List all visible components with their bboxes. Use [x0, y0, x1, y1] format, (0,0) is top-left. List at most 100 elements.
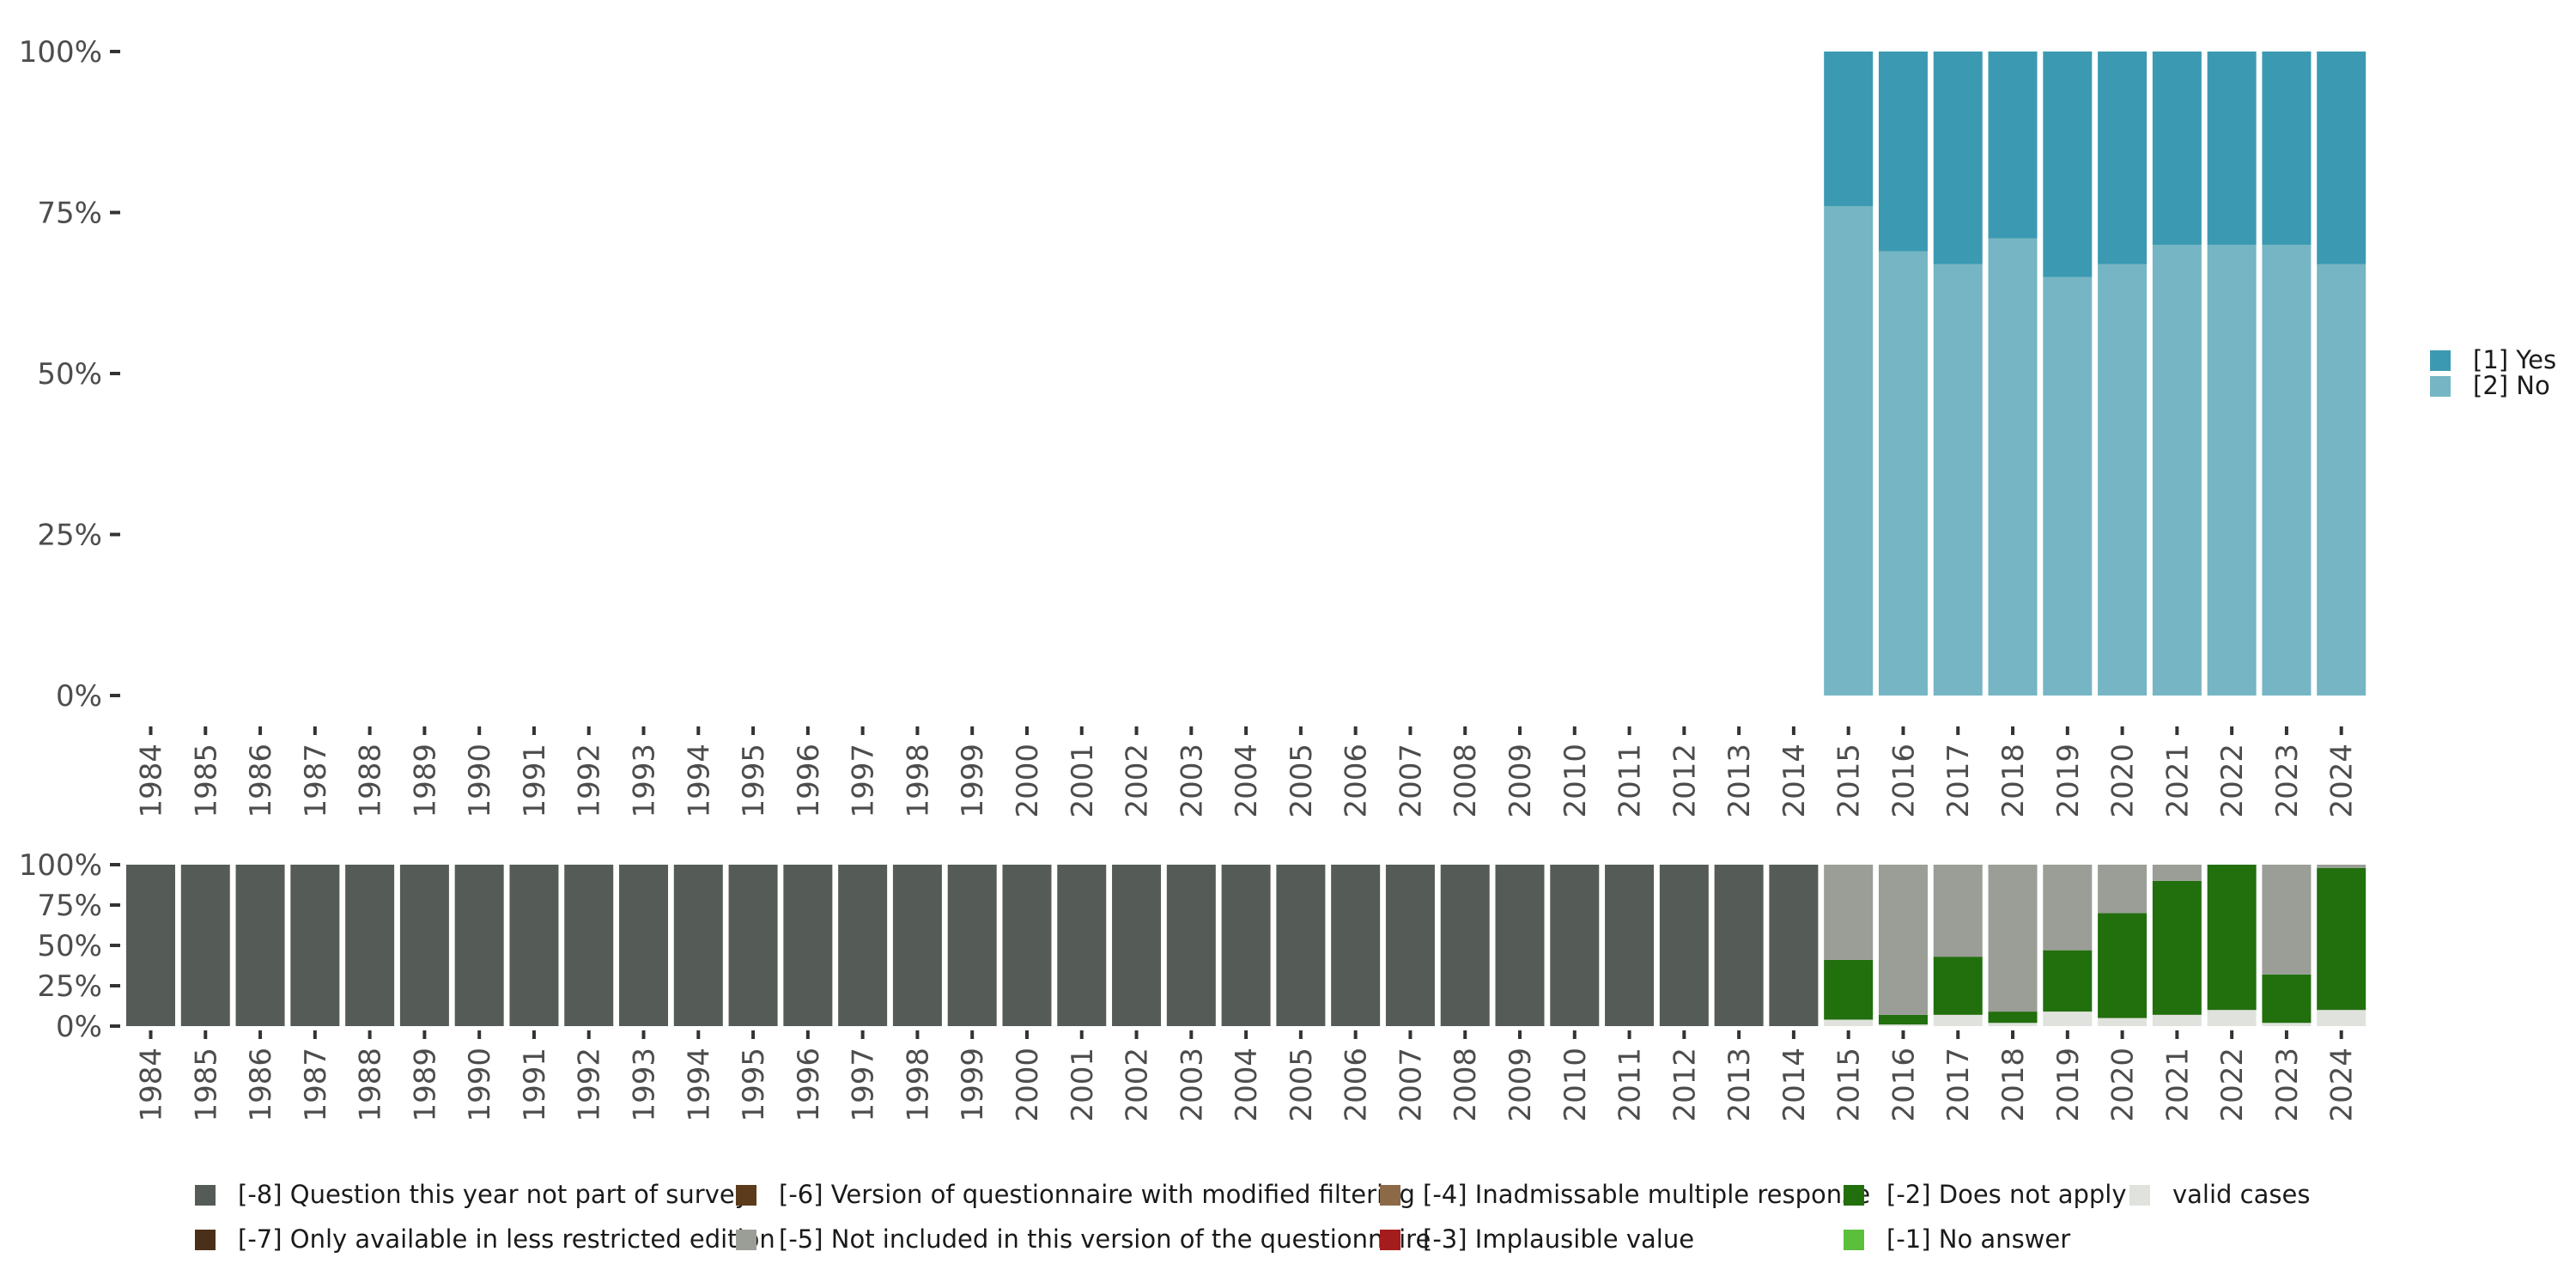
x-tick-label-bottom-1984: 1984 [135, 1048, 169, 1122]
x-tick-label-top-2021: 2021 [2160, 744, 2195, 818]
x-tick-label-bottom-1999: 1999 [956, 1048, 990, 1122]
bar-bottom-1991-8-question-this-year-not-part-of-survey [509, 865, 559, 1026]
bar-top-2022-1-yes [2207, 52, 2257, 245]
bar-top-2020-2-no [2098, 264, 2148, 696]
x-tick-label-bottom-1997: 1997 [847, 1048, 881, 1122]
bar-bottom-2015-2-does-not-apply [1824, 959, 1874, 1020]
legend-label-bottom-valid-cases: valid cases [2172, 1180, 2310, 1209]
y-tick-label-top-1: 25% [37, 519, 102, 553]
x-tick-label-bottom-2000: 2000 [1011, 1048, 1045, 1122]
bar-bottom-2015-valid-cases [1824, 1019, 1874, 1026]
bottom-y-axis: 0% 25% 50% 75% 100% [19, 848, 120, 1044]
bar-top-2018-1-yes [1988, 52, 2038, 239]
bar-top-2016-1-yes [1878, 52, 1928, 252]
x-tick-label-top-2014: 2014 [1777, 744, 1812, 818]
x-tick-label-top-1985: 1985 [189, 744, 223, 818]
bar-bottom-2017-valid-cases [1933, 1014, 1983, 1026]
x-tick-label-bottom-2018: 2018 [1996, 1048, 2031, 1122]
top-x-axis: 1984 1985 1986 1987 1988 1989 1990 1991 1992 1993… [135, 726, 2360, 818]
bar-bottom-2024-valid-cases [2317, 1010, 2366, 1026]
legend-label-bottom-6-version-of-questionnaire-with-modified-filtering: [-6] Version of questionnaire with modif… [779, 1180, 1415, 1209]
y-tick-label-bottom-4: 100% [19, 848, 102, 883]
bar-bottom-1996-8-question-this-year-not-part-of-survey [783, 865, 833, 1026]
x-tick-label-bottom-1987: 1987 [299, 1048, 333, 1122]
legend-swatch-bottom-4-inadmissable-multiple-response [1380, 1185, 1400, 1206]
bar-bottom-2009-8-question-this-year-not-part-of-survey [1495, 865, 1545, 1026]
x-tick-label-bottom-1992: 1992 [573, 1048, 607, 1122]
x-tick-label-bottom-2001: 2001 [1066, 1048, 1100, 1122]
x-tick-label-top-1988: 1988 [354, 744, 388, 818]
bar-bottom-2011-8-question-this-year-not-part-of-survey [1605, 865, 1655, 1026]
bar-bottom-1997-8-question-this-year-not-part-of-survey [838, 865, 888, 1026]
top-chart-panel: 0% 25% 50% 75% 100% 1984 1985 1986 1987 1988 1989… [19, 35, 2366, 818]
bar-top-2019-1-yes [2043, 52, 2093, 277]
x-tick-label-top-1998: 1998 [901, 744, 935, 818]
x-tick-label-bottom-2014: 2014 [1777, 1048, 1812, 1122]
x-tick-label-bottom-1993: 1993 [628, 1048, 662, 1122]
x-tick-label-bottom-2007: 2007 [1394, 1048, 1428, 1122]
y-tick-label-bottom-1: 25% [37, 969, 102, 1004]
top-y-axis: 0% 25% 50% 75% 100% [19, 35, 120, 714]
bar-top-2020-1-yes [2098, 52, 2148, 264]
bar-top-2015-1-yes [1824, 52, 1874, 206]
legend-swatch-bottom-1-no-answer [1844, 1230, 1864, 1250]
x-tick-label-bottom-2005: 2005 [1285, 1048, 1319, 1122]
bar-bottom-2006-8-question-this-year-not-part-of-survey [1331, 865, 1381, 1026]
bar-bottom-2018-2-does-not-apply [1988, 1012, 2038, 1024]
x-tick-label-top-2023: 2023 [2270, 744, 2305, 818]
bar-bottom-1988-8-question-this-year-not-part-of-survey [345, 865, 395, 1026]
y-tick-label-top-0: 0% [56, 679, 102, 714]
x-tick-label-top-2024: 2024 [2325, 744, 2360, 818]
bar-bottom-2015-5-not-included-in-this-version-of-the-questionnaire [1824, 865, 1874, 960]
x-tick-label-top-2005: 2005 [1285, 744, 1319, 818]
bar-bottom-1999-8-question-this-year-not-part-of-survey [947, 865, 997, 1026]
bar-bottom-2002-8-question-this-year-not-part-of-survey [1112, 865, 1162, 1026]
x-tick-label-bottom-2002: 2002 [1121, 1048, 1155, 1122]
bar-bottom-2022-2-does-not-apply [2207, 865, 2257, 1011]
x-tick-label-top-2010: 2010 [1558, 744, 1593, 818]
x-tick-label-top-1990: 1990 [463, 744, 497, 818]
x-tick-label-bottom-2020: 2020 [2106, 1048, 2141, 1122]
x-tick-label-bottom-1998: 1998 [901, 1048, 935, 1122]
x-tick-label-top-2020: 2020 [2106, 744, 2141, 818]
legend-label-bottom-5-not-included-in-this-version-of-the-questionnaire: [-5] Not included in this version of the… [779, 1224, 1431, 1254]
x-tick-label-top-2006: 2006 [1340, 744, 1374, 818]
x-tick-label-bottom-2008: 2008 [1449, 1048, 1483, 1122]
x-tick-label-top-1994: 1994 [682, 744, 716, 818]
legend-swatch-bottom-7-only-available-in-less-restricted-edition [195, 1230, 216, 1250]
bar-bottom-2023-5-not-included-in-this-version-of-the-questionnaire [2262, 865, 2312, 975]
legend-label-bottom-3-implausible-value: [-3] Implausible value [1423, 1224, 1694, 1254]
legend-swatch-bottom-2-does-not-apply [1844, 1185, 1864, 1206]
bar-bottom-2008-8-question-this-year-not-part-of-survey [1440, 865, 1490, 1026]
x-tick-label-top-2018: 2018 [1996, 744, 2031, 818]
bar-bottom-2016-5-not-included-in-this-version-of-the-questionnaire [1878, 865, 1928, 1015]
bar-bottom-2019-2-does-not-apply [2043, 950, 2093, 1012]
bar-bottom-1990-8-question-this-year-not-part-of-survey [454, 865, 504, 1026]
x-tick-label-top-2000: 2000 [1011, 744, 1045, 818]
top-bars [1824, 52, 2366, 696]
x-tick-label-bottom-2003: 2003 [1175, 1048, 1209, 1122]
bar-bottom-2021-5-not-included-in-this-version-of-the-questionnaire [2152, 865, 2202, 881]
x-tick-label-bottom-2010: 2010 [1558, 1048, 1593, 1122]
x-tick-label-bottom-1994: 1994 [682, 1048, 716, 1122]
x-tick-label-bottom-1996: 1996 [792, 1048, 826, 1122]
bar-top-2023-2-no [2262, 245, 2312, 696]
x-tick-label-bottom-2021: 2021 [2160, 1048, 2195, 1122]
bar-bottom-1986-8-question-this-year-not-part-of-survey [235, 865, 285, 1026]
x-tick-label-top-2004: 2004 [1230, 744, 1264, 818]
x-tick-label-top-1999: 1999 [956, 744, 990, 818]
legend-swatch-bottom-8-question-this-year-not-part-of-survey [195, 1185, 216, 1206]
bar-top-2022-2-no [2207, 245, 2257, 696]
bar-top-2017-2-no [1933, 264, 1983, 696]
x-tick-label-bottom-2011: 2011 [1613, 1048, 1648, 1122]
x-tick-label-top-2019: 2019 [2051, 744, 2086, 818]
x-tick-label-top-1984: 1984 [135, 744, 169, 818]
x-tick-label-top-2007: 2007 [1394, 744, 1428, 818]
x-tick-label-bottom-2019: 2019 [2051, 1048, 2086, 1122]
x-tick-label-top-1996: 1996 [792, 744, 826, 818]
legend-label-top-2-no: [2] No [2473, 371, 2550, 400]
x-tick-label-top-1992: 1992 [573, 744, 607, 818]
bar-bottom-2013-8-question-this-year-not-part-of-survey [1714, 865, 1764, 1026]
bar-bottom-2007-8-question-this-year-not-part-of-survey [1385, 865, 1435, 1026]
bar-bottom-2000-8-question-this-year-not-part-of-survey [1002, 865, 1052, 1026]
